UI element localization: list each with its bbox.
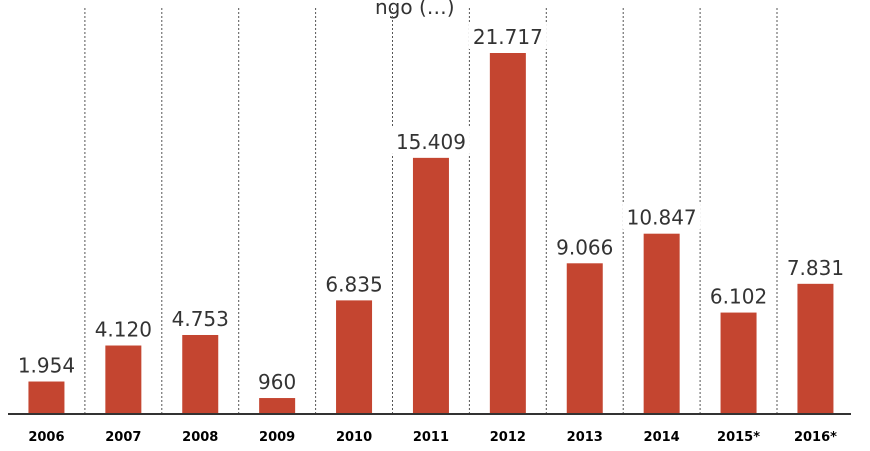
value-label: 6.102 xyxy=(710,285,767,309)
value-label-background xyxy=(468,23,547,49)
bar xyxy=(566,263,603,414)
bars xyxy=(28,53,834,414)
value-label-background xyxy=(167,304,234,331)
value-label: 6.835 xyxy=(325,272,382,296)
x-tick-label: 2011 xyxy=(413,430,449,445)
value-label: 9.066 xyxy=(556,235,613,259)
x-tick-label: 2013 xyxy=(567,430,603,445)
value-label: 10.847 xyxy=(627,206,697,230)
x-tick-label: 2006 xyxy=(28,430,64,445)
value-labels: 1.954 4.120 4.753 960 6.835 15.409 21.717 9.066… xyxy=(13,23,849,395)
value-label-background xyxy=(705,282,772,309)
value-label-background xyxy=(13,351,80,378)
x-tick-label: 2015* xyxy=(717,430,760,445)
value-label: 21.717 xyxy=(473,25,543,49)
x-tick-label: 2007 xyxy=(105,430,141,445)
bar xyxy=(259,398,296,414)
bar xyxy=(643,233,680,414)
value-label: 7.831 xyxy=(787,256,844,280)
bar xyxy=(182,334,219,414)
value-label-background xyxy=(321,270,388,297)
value-label: 4.120 xyxy=(95,318,152,342)
value-label: 15.409 xyxy=(396,130,466,154)
x-tick-label: 2008 xyxy=(182,430,218,445)
value-label-background xyxy=(391,127,470,154)
value-label-background xyxy=(782,253,849,280)
value-label-background xyxy=(90,315,157,342)
x-tick-label: 2010 xyxy=(336,430,372,445)
value-label: 960 xyxy=(258,370,296,394)
bar xyxy=(336,300,373,414)
x-tick-label: 2009 xyxy=(259,430,295,445)
bar xyxy=(28,381,65,414)
bar xyxy=(105,345,142,414)
value-label-background xyxy=(622,203,701,230)
bar xyxy=(489,53,526,414)
x-tick-label: 2014 xyxy=(644,430,680,445)
bar xyxy=(412,157,449,414)
bar xyxy=(720,312,757,414)
x-tick-labels: 2006 2007 2008 2009 2010 2011 2012 2013 2014 2015… xyxy=(28,430,837,445)
chart-title-fragment: ngo (…) xyxy=(375,0,455,19)
value-label-background xyxy=(256,368,299,395)
value-label: 1.954 xyxy=(18,354,75,378)
x-tick-label: 2016* xyxy=(794,430,837,445)
x-tick-label: 2012 xyxy=(490,430,526,445)
value-label-background xyxy=(551,233,618,260)
value-label: 4.753 xyxy=(172,307,229,331)
bar xyxy=(797,283,834,414)
